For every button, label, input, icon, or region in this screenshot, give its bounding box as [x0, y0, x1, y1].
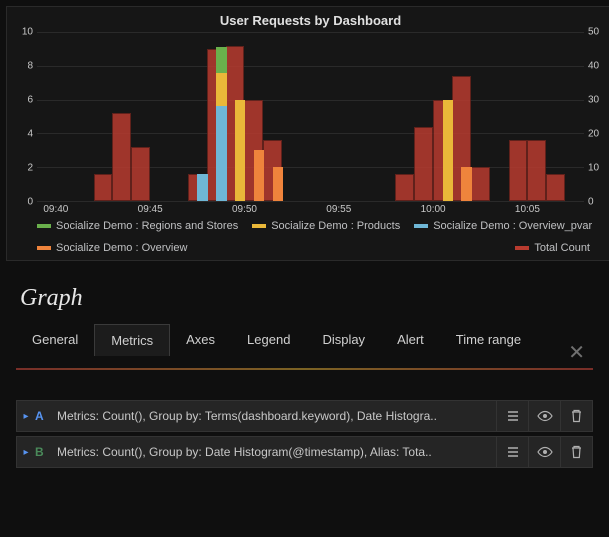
y-right-tick: 50 — [588, 27, 599, 38]
x-tick: 09:45 — [138, 204, 163, 215]
editor-tabs: GeneralMetricsAxesLegendDisplayAlertTime… — [16, 324, 593, 356]
legend-item[interactable]: Socialize Demo : Regions and Stores — [37, 220, 238, 232]
total-bar — [509, 140, 528, 201]
trash-icon[interactable] — [560, 400, 592, 432]
query-letter[interactable]: B — [35, 445, 51, 459]
query-rows: ▸AMetrics: Count(), Group by: Terms(dash… — [16, 400, 593, 468]
editor-heading: Graph — [20, 285, 593, 312]
total-bar — [395, 174, 414, 201]
total-bar — [527, 140, 546, 201]
x-axis: 09:40 09:45 09:50 09:55 10:00 10:05 — [37, 202, 584, 216]
chart-panel: User Requests by Dashboard 0 2 4 6 8 10 0 10 20… — [6, 6, 609, 261]
legend-label: Socialize Demo : Overview_pvar — [433, 220, 592, 232]
chart-plot[interactable] — [37, 32, 584, 202]
y-axis-right: 01020304050 — [584, 32, 606, 202]
graph-editor: Graph GeneralMetricsAxesLegendDisplayAle… — [6, 267, 603, 468]
chart-title: User Requests by Dashboard — [15, 11, 606, 32]
x-tick: 10:05 — [515, 204, 540, 215]
chart-area[interactable]: 0246810 01020304050 — [15, 32, 606, 202]
close-icon[interactable]: ✕ — [568, 340, 585, 365]
series-bar — [273, 167, 283, 201]
legend-label: Socialize Demo : Products — [271, 220, 400, 232]
eye-icon[interactable] — [528, 436, 560, 468]
legend-swatch — [37, 224, 51, 228]
y-left-tick: 10 — [22, 27, 33, 38]
total-bar — [94, 174, 113, 201]
total-bar — [112, 113, 131, 201]
series-bar — [443, 100, 453, 201]
tab-time-range[interactable]: Time range — [440, 324, 537, 356]
query-text[interactable]: Metrics: Count(), Group by: Terms(dashbo… — [51, 409, 496, 423]
menu-icon[interactable] — [496, 436, 528, 468]
x-tick: 09:50 — [232, 204, 257, 215]
y-right-tick: 0 — [588, 197, 594, 208]
total-bar — [414, 127, 433, 201]
x-tick: 09:55 — [326, 204, 351, 215]
legend-item[interactable]: Socialize Demo : Products — [252, 220, 400, 232]
y-right-tick: 20 — [588, 129, 599, 140]
tab-general[interactable]: General — [16, 324, 94, 356]
tab-alert[interactable]: Alert — [381, 324, 440, 356]
total-bar — [471, 167, 490, 201]
legend-swatch — [414, 224, 428, 228]
query-row: ▸AMetrics: Count(), Group by: Terms(dash… — [16, 400, 593, 432]
series-bar — [216, 47, 226, 72]
y-left-tick: 2 — [27, 163, 33, 174]
query-letter[interactable]: A — [35, 409, 51, 423]
legend-label: Socialize Demo : Overview — [56, 242, 187, 254]
y-left-tick: 6 — [27, 95, 33, 106]
query-expand-icon[interactable]: ▸ — [17, 411, 35, 422]
total-bar — [546, 174, 565, 201]
accent-divider: ✕ — [16, 368, 593, 370]
tab-legend[interactable]: Legend — [231, 324, 306, 356]
legend-label: Socialize Demo : Regions and Stores — [56, 220, 238, 232]
legend-item[interactable]: Socialize Demo : Overview — [37, 242, 187, 254]
tab-axes[interactable]: Axes — [170, 324, 231, 356]
y-right-tick: 40 — [588, 61, 599, 72]
legend-label: Total Count — [534, 242, 590, 254]
query-row: ▸BMetrics: Count(), Group by: Date Histo… — [16, 436, 593, 468]
query-text[interactable]: Metrics: Count(), Group by: Date Histogr… — [51, 445, 496, 459]
query-expand-icon[interactable]: ▸ — [17, 447, 35, 458]
legend-swatch — [252, 224, 266, 228]
tab-metrics[interactable]: Metrics — [94, 324, 170, 356]
total-bar — [131, 147, 150, 201]
y-axis-left: 0246810 — [15, 32, 37, 202]
x-tick: 09:40 — [43, 204, 68, 215]
legend-swatch — [37, 246, 51, 250]
series-bar — [461, 167, 471, 201]
series-bar — [235, 100, 245, 201]
series-bar — [254, 150, 264, 201]
y-left-tick: 8 — [27, 61, 33, 72]
x-tick: 10:00 — [421, 204, 446, 215]
y-right-tick: 30 — [588, 95, 599, 106]
series-bar — [197, 174, 207, 201]
menu-icon[interactable] — [496, 400, 528, 432]
y-left-tick: 0 — [27, 197, 33, 208]
tab-display[interactable]: Display — [306, 324, 381, 356]
legend-item[interactable]: Total Count — [515, 242, 590, 254]
eye-icon[interactable] — [528, 400, 560, 432]
legend-swatch — [515, 246, 529, 250]
trash-icon[interactable] — [560, 436, 592, 468]
chart-legend: Socialize Demo : Regions and Stores Socia… — [37, 220, 606, 254]
series-bar — [216, 106, 226, 201]
series-bar — [216, 73, 226, 107]
y-right-tick: 10 — [588, 163, 599, 174]
y-left-tick: 4 — [27, 129, 33, 140]
legend-item[interactable]: Socialize Demo : Overview_pvar — [414, 220, 592, 232]
